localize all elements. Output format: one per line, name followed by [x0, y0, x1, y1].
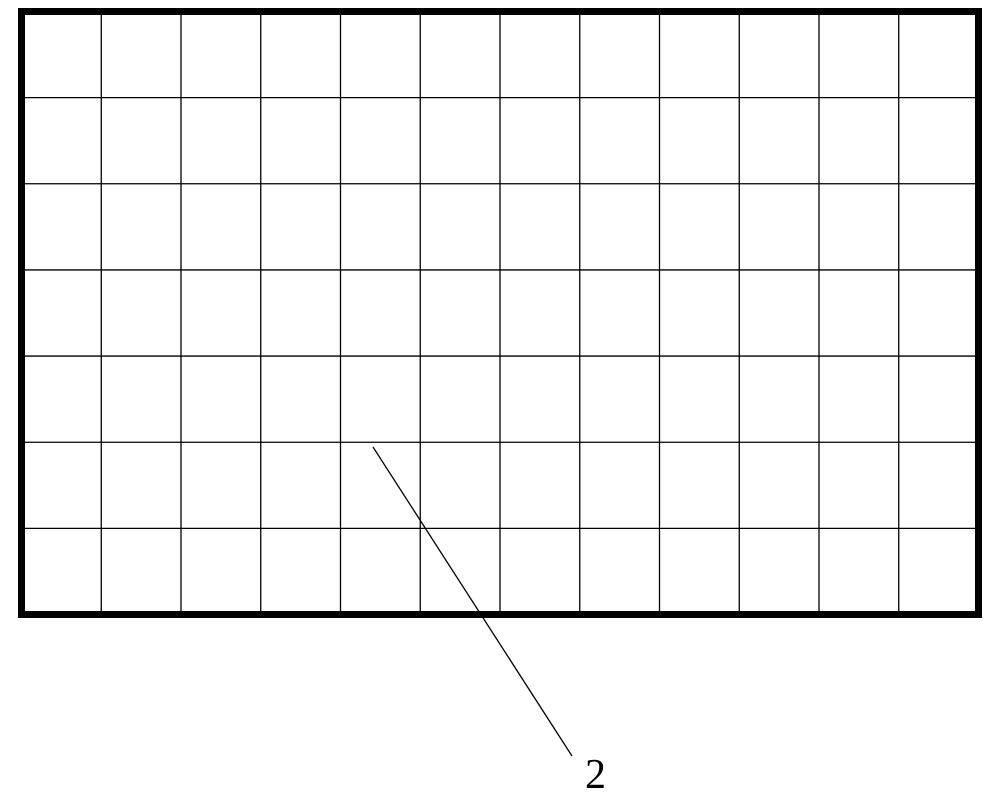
grid-svg: 2 [0, 0, 1000, 804]
diagram-canvas: 2 [0, 0, 1000, 804]
callout-label: 2 [585, 752, 606, 798]
